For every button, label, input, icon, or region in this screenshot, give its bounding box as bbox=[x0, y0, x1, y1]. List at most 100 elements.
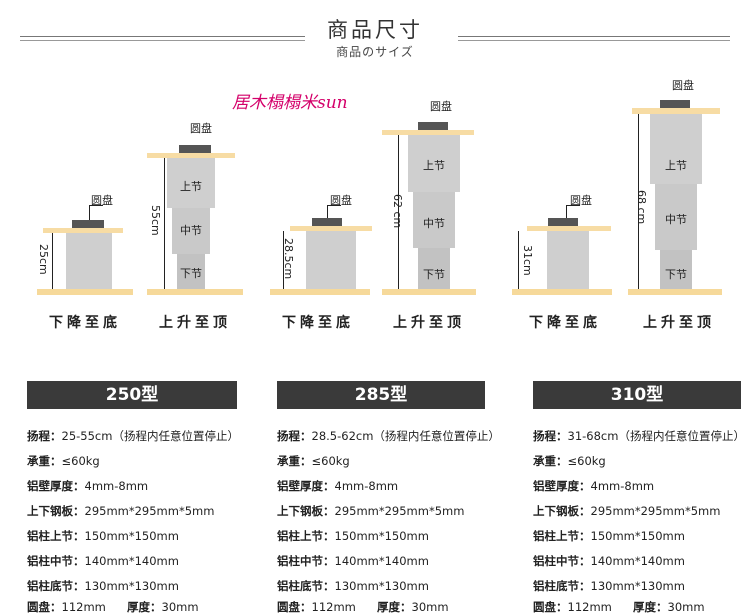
column bbox=[306, 231, 356, 289]
disc-label: 圆盘 bbox=[430, 100, 452, 113]
spec-lower: 铝柱底节：130mm*130mm bbox=[27, 579, 179, 593]
max-height-label: 62 cm bbox=[391, 194, 404, 229]
spec-plate: 上下钢板：295mm*295mm*5mm bbox=[533, 504, 721, 518]
min-height-label: 31cm bbox=[521, 245, 534, 276]
watermark: 居木榻榻米sun bbox=[232, 93, 348, 113]
spec-wall: 铝壁厚度：4mm-8mm bbox=[533, 479, 655, 493]
column-middle bbox=[655, 184, 697, 250]
spec-upper: 铝柱上节：150mm*150mm bbox=[277, 529, 429, 543]
disc-label: 圆盘 bbox=[570, 194, 592, 207]
segment-middle-label: 中节 bbox=[423, 217, 445, 230]
spec-load: 承重：≤60kg bbox=[27, 454, 100, 468]
bottom-plate bbox=[512, 289, 612, 295]
model-banner-250: 250型 bbox=[27, 381, 237, 409]
disc bbox=[548, 218, 578, 226]
segment-upper-label: 上节 bbox=[665, 159, 687, 172]
dimension-line bbox=[52, 233, 53, 289]
top-plate bbox=[290, 226, 372, 231]
spec-upper: 铝柱上节：150mm*150mm bbox=[533, 529, 685, 543]
bottom-plate bbox=[37, 289, 133, 295]
column-upper bbox=[650, 114, 702, 184]
top-plate bbox=[43, 228, 123, 233]
title-rule-left bbox=[20, 36, 305, 37]
model-banner-310: 310型 bbox=[533, 381, 741, 409]
column bbox=[547, 231, 589, 289]
disc-label: 圆盘 bbox=[91, 194, 113, 207]
dimension-line bbox=[283, 231, 284, 289]
column-lower bbox=[418, 248, 450, 289]
dimension-line bbox=[164, 158, 165, 289]
column-upper bbox=[167, 158, 215, 208]
spec-range: 扬程：31-68cm（扬程内任意位置停止） bbox=[533, 429, 745, 443]
bottom-plate bbox=[270, 289, 370, 295]
max-height-label: 55cm bbox=[149, 205, 162, 236]
page-title: 商品尺寸 bbox=[327, 18, 423, 42]
spec-load: 承重：≤60kg bbox=[277, 454, 350, 468]
dimension-line bbox=[638, 114, 639, 289]
segment-lower-label: 下节 bbox=[423, 268, 445, 281]
top-plate bbox=[527, 226, 611, 231]
spec-plate: 上下钢板：295mm*295mm*5mm bbox=[277, 504, 465, 518]
spec-lower: 铝柱底节：130mm*130mm bbox=[277, 579, 429, 593]
spec-disc: 圆盘：112mm bbox=[27, 600, 106, 614]
disc-pointer bbox=[327, 205, 341, 206]
caption-up: 上升至顶 bbox=[159, 315, 231, 331]
dimension-line bbox=[518, 231, 519, 289]
disc-pointer bbox=[566, 205, 580, 206]
spec-wall: 铝壁厚度：4mm-8mm bbox=[27, 479, 149, 493]
bottom-plate bbox=[628, 289, 722, 295]
segment-middle-label: 中节 bbox=[180, 224, 202, 237]
disc-pointer bbox=[89, 205, 103, 206]
spec-lower: 铝柱底节：130mm*130mm bbox=[533, 579, 685, 593]
spec-disc: 圆盘：112mm bbox=[533, 600, 612, 614]
caption-up: 上升至顶 bbox=[393, 315, 465, 331]
disc-pointer-stem bbox=[327, 205, 328, 218]
bottom-plate bbox=[382, 289, 476, 295]
spec-middle: 铝柱中节：140mm*140mm bbox=[27, 554, 179, 568]
min-height-label: 28.5cm bbox=[282, 238, 295, 280]
caption-down: 下降至底 bbox=[49, 315, 121, 331]
dimension-line bbox=[398, 135, 399, 289]
disc bbox=[418, 122, 448, 130]
disc-label: 圆盘 bbox=[672, 79, 694, 92]
disc-label: 圆盘 bbox=[330, 194, 352, 207]
column-middle bbox=[172, 208, 210, 254]
spec-thickness: 厚度：30mm bbox=[127, 600, 199, 614]
caption-down: 下降至底 bbox=[282, 315, 354, 331]
spec-load: 承重：≤60kg bbox=[533, 454, 606, 468]
spec-range: 扬程：25-55cm（扬程内任意位置停止） bbox=[27, 429, 239, 443]
disc-pointer-stem bbox=[89, 205, 90, 220]
title-rule-right-2 bbox=[458, 40, 730, 41]
spec-middle: 铝柱中节：140mm*140mm bbox=[533, 554, 685, 568]
spec-upper: 铝柱上节：150mm*150mm bbox=[27, 529, 179, 543]
disc bbox=[660, 100, 690, 108]
spec-thickness: 厚度：30mm bbox=[377, 600, 449, 614]
disc bbox=[312, 218, 342, 226]
column-lower bbox=[177, 254, 205, 289]
disc bbox=[72, 220, 104, 228]
segment-middle-label: 中节 bbox=[665, 213, 687, 226]
spec-wall: 铝壁厚度：4mm-8mm bbox=[277, 479, 399, 493]
top-plate bbox=[632, 108, 720, 114]
disc-label: 圆盘 bbox=[190, 122, 212, 135]
top-plate bbox=[147, 153, 235, 158]
caption-up: 上升至顶 bbox=[643, 315, 715, 331]
caption-down: 下降至底 bbox=[529, 315, 601, 331]
spec-thickness: 厚度：30mm bbox=[633, 600, 705, 614]
model-banner-285: 285型 bbox=[277, 381, 485, 409]
segment-lower-label: 下节 bbox=[665, 268, 687, 281]
bottom-plate bbox=[147, 289, 243, 295]
column-upper bbox=[408, 135, 460, 192]
segment-upper-label: 上节 bbox=[180, 180, 202, 193]
disc bbox=[179, 145, 211, 153]
column bbox=[66, 233, 112, 289]
spec-middle: 铝柱中节：140mm*140mm bbox=[277, 554, 429, 568]
spec-range: 扬程：28.5-62cm（扬程内任意位置停止） bbox=[277, 429, 500, 443]
segment-upper-label: 上节 bbox=[423, 159, 445, 172]
title-rule-right bbox=[458, 36, 730, 37]
max-height-label: 68 cm bbox=[635, 190, 648, 225]
spec-plate: 上下钢板：295mm*295mm*5mm bbox=[27, 504, 215, 518]
title-rule-left-2 bbox=[20, 40, 305, 41]
min-height-label: 25cm bbox=[37, 244, 50, 275]
page-subtitle: 商品のサイズ bbox=[336, 45, 414, 59]
